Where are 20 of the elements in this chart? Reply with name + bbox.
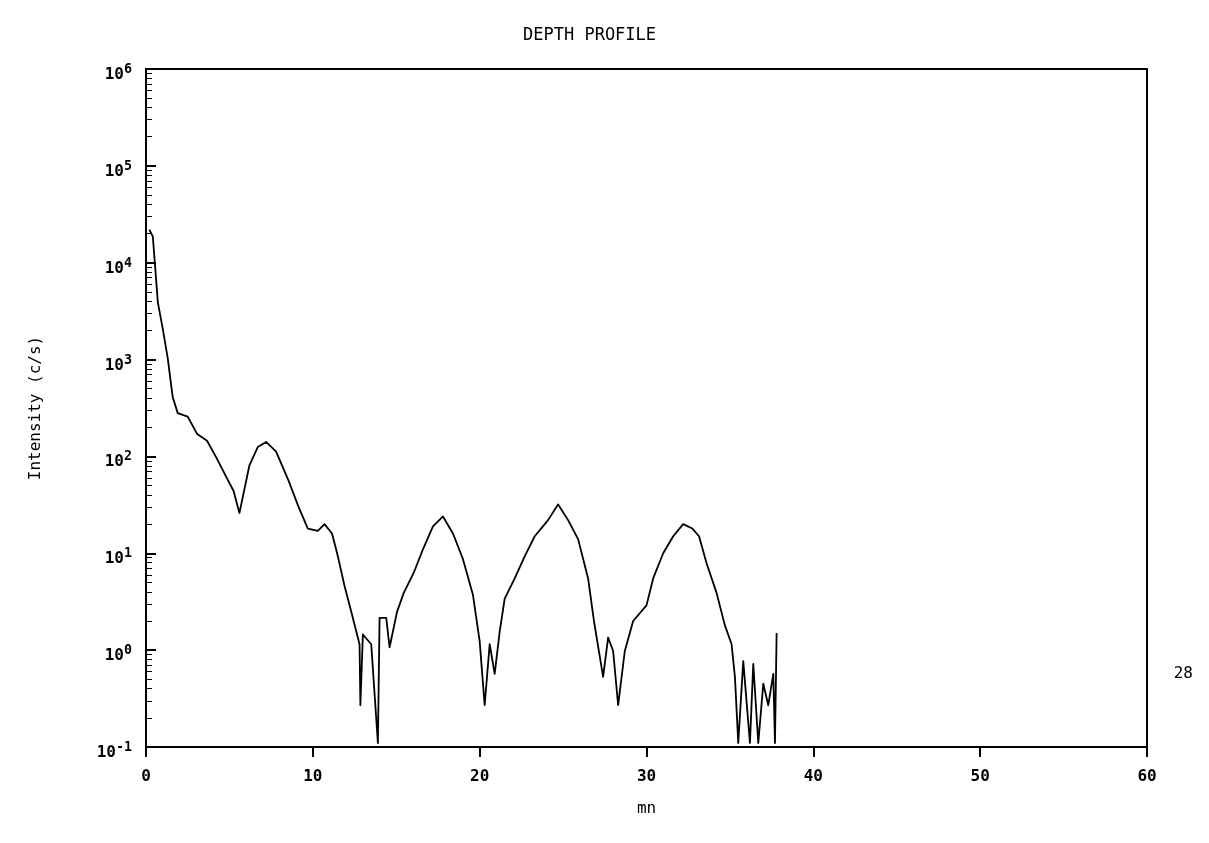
y-axis-title: Intensity (c/s): [24, 335, 44, 481]
y-tick-label: 10$^{3}$: [104, 350, 132, 375]
y-tick-label: 10$^{0}$: [104, 641, 132, 666]
x-tick-label: 10: [303, 765, 323, 785]
y-tick-label: 10$^{2}$: [104, 447, 132, 472]
line-series: [148, 228, 778, 744]
x-tick-label: 20: [470, 765, 490, 785]
y-tick-label: 10$^{1}$: [104, 544, 132, 569]
x-tick-label: 60: [1137, 765, 1157, 785]
y-tick-label: 10$^{-1}$: [96, 738, 132, 763]
x-axis-title: mn: [636, 797, 657, 817]
text: 28: [1173, 662, 1193, 682]
y-tick-label: 10$^{4}$: [104, 253, 132, 279]
y-tick-label: 10$^{5}$: [104, 156, 132, 182]
x-tick-label: 0: [141, 765, 151, 785]
x-tick-label: 30: [636, 765, 657, 785]
x-tick-label: 50: [970, 765, 990, 785]
y-tick-label: 10$^{6}$: [104, 60, 132, 85]
x-tick-label: 40: [803, 765, 823, 785]
chart-title: DEPTH PROFILE: [523, 23, 657, 44]
